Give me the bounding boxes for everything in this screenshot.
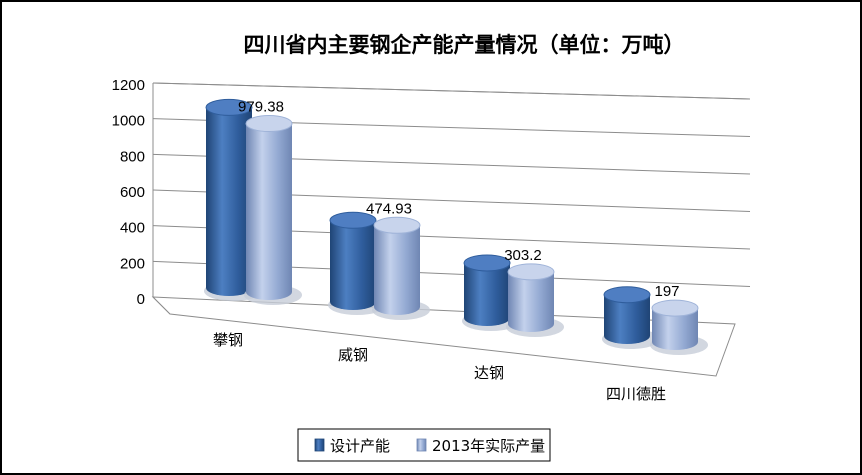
bar-body xyxy=(652,308,698,350)
y-tick-label: 0 xyxy=(137,291,145,308)
bar-body xyxy=(464,262,510,326)
bar-top xyxy=(245,115,293,133)
bar-top xyxy=(373,216,421,234)
bar-body xyxy=(374,225,420,315)
bars xyxy=(204,98,708,355)
data-label: 474.93 xyxy=(366,200,412,217)
category-label: 四川德胜 xyxy=(606,385,666,403)
category-label: 攀钢 xyxy=(213,331,243,349)
bar-output-3 xyxy=(506,263,564,337)
bar-output-4 xyxy=(650,299,708,355)
bar-capacity-3 xyxy=(462,254,520,331)
bar-body xyxy=(604,294,650,344)
bar-body xyxy=(508,271,554,332)
bar-capacity-1 xyxy=(204,98,262,301)
bar-top xyxy=(651,299,699,317)
bar-top xyxy=(507,263,555,281)
legend-label: 2013年实际产量 xyxy=(432,437,545,455)
data-label: 979.38 xyxy=(238,99,284,116)
y-tick-label: 1200 xyxy=(112,77,145,94)
bar-output-1 xyxy=(244,115,302,305)
bar-output-2 xyxy=(372,216,430,320)
left-wall-edge xyxy=(152,83,171,315)
y-tick-label: 200 xyxy=(120,255,145,272)
chart-title: 四川省内主要钢企产能产量情况（单位：万吨） xyxy=(244,33,685,57)
y-axis-ticks: 0 200 400 600 800 1000 1200 xyxy=(112,77,145,308)
bar-top xyxy=(603,286,651,304)
y-tick-label: 400 xyxy=(120,220,145,237)
legend-swatch xyxy=(416,438,427,452)
y-tick-label: 800 xyxy=(120,148,145,165)
bar-top xyxy=(205,98,253,116)
data-label: 197 xyxy=(654,283,679,300)
bar-top xyxy=(463,254,511,272)
legend-swatch xyxy=(314,438,325,452)
data-label: 303.2 xyxy=(504,247,542,264)
data-labels: 979.38 474.93 303.2 197 xyxy=(238,99,679,301)
gridline xyxy=(152,82,751,100)
bar-capacity-2 xyxy=(328,211,386,315)
legend-label: 设计产能 xyxy=(330,437,390,455)
y-tick-label: 600 xyxy=(120,184,145,201)
category-label: 威钢 xyxy=(338,346,368,364)
bar-top xyxy=(329,211,377,229)
bar-body xyxy=(206,107,252,297)
bar-body xyxy=(246,123,292,301)
legend: 设计产能 2013年实际产量 xyxy=(297,428,551,462)
bar-capacity-4 xyxy=(602,286,660,349)
y-tick-label: 1000 xyxy=(112,113,145,130)
category-label: 达钢 xyxy=(474,364,504,382)
bar-body xyxy=(330,220,376,310)
